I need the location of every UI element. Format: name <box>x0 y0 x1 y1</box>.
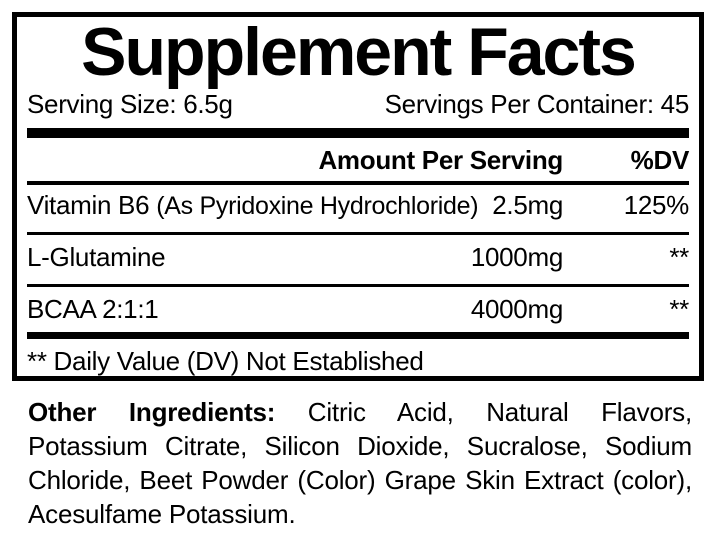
daily-value-footnote: ** Daily Value (DV) Not Established <box>27 346 424 376</box>
serving-info-row: Serving Size: 6.5g Servings Per Containe… <box>27 89 689 119</box>
ingredient-note: (As Pyridoxine Hydrochloride) <box>156 192 479 220</box>
other-ingredients-line-1-text: Citric Acid, Natural Flavors, <box>307 397 692 427</box>
other-ingredients-label: Other Ingredients: <box>28 397 276 427</box>
serving-size-text: Serving Size: 6.5g <box>27 89 233 119</box>
header-separator <box>27 181 689 185</box>
ingredient-row-vitamin-b6: Vitamin B6 (As Pyridoxine Hydrochloride)… <box>27 185 689 232</box>
panel-title: Supplement Facts <box>81 14 637 90</box>
row-separator <box>27 232 689 235</box>
column-header-row: Amount Per Serving %DV <box>27 138 689 181</box>
ingredient-amount: 1000mg <box>470 242 563 272</box>
other-ingredients-line-4: Acesulfame Potassium. <box>28 499 296 529</box>
ingredient-row-l-glutamine: L-Glutamine 1000mg ** <box>27 235 689 284</box>
row-separator <box>27 284 689 287</box>
ingredient-row-bcaa: BCAA 2:1:1 4000mg ** <box>27 287 689 332</box>
ingredient-name: Vitamin B6 <box>27 190 150 220</box>
thick-divider-bar <box>27 128 689 138</box>
other-ingredients-line-2: Potassium Citrate, Silicon Dioxide, Sucr… <box>28 431 692 461</box>
ingredient-dv: 125% <box>623 190 690 220</box>
other-ingredients-line-1: Other Ingredients: Citric Acid, Natural … <box>28 395 692 429</box>
amount-per-serving-header: Amount Per Serving <box>318 145 563 175</box>
ingredient-amount: 2.5mg <box>492 190 563 220</box>
ingredient-name: L-Glutamine <box>27 242 166 272</box>
footnote-separator <box>27 332 689 339</box>
ingredient-dv: ** <box>669 294 689 324</box>
percent-dv-header: %DV <box>630 145 690 175</box>
servings-per-container-text: Servings Per Container: 45 <box>384 89 690 119</box>
other-ingredients-line-3: Chloride, Beet Powder (Color) Grape Skin… <box>28 465 692 495</box>
supplement-facts-panel: Supplement Facts Serving Size: 6.5g Serv… <box>12 12 704 381</box>
ingredient-name: BCAA 2:1:1 <box>27 294 159 324</box>
ingredient-amount: 4000mg <box>470 294 563 324</box>
ingredient-dv: ** <box>669 242 689 272</box>
other-ingredients-paragraph: Other Ingredients: Citric Acid, Natural … <box>28 395 692 531</box>
